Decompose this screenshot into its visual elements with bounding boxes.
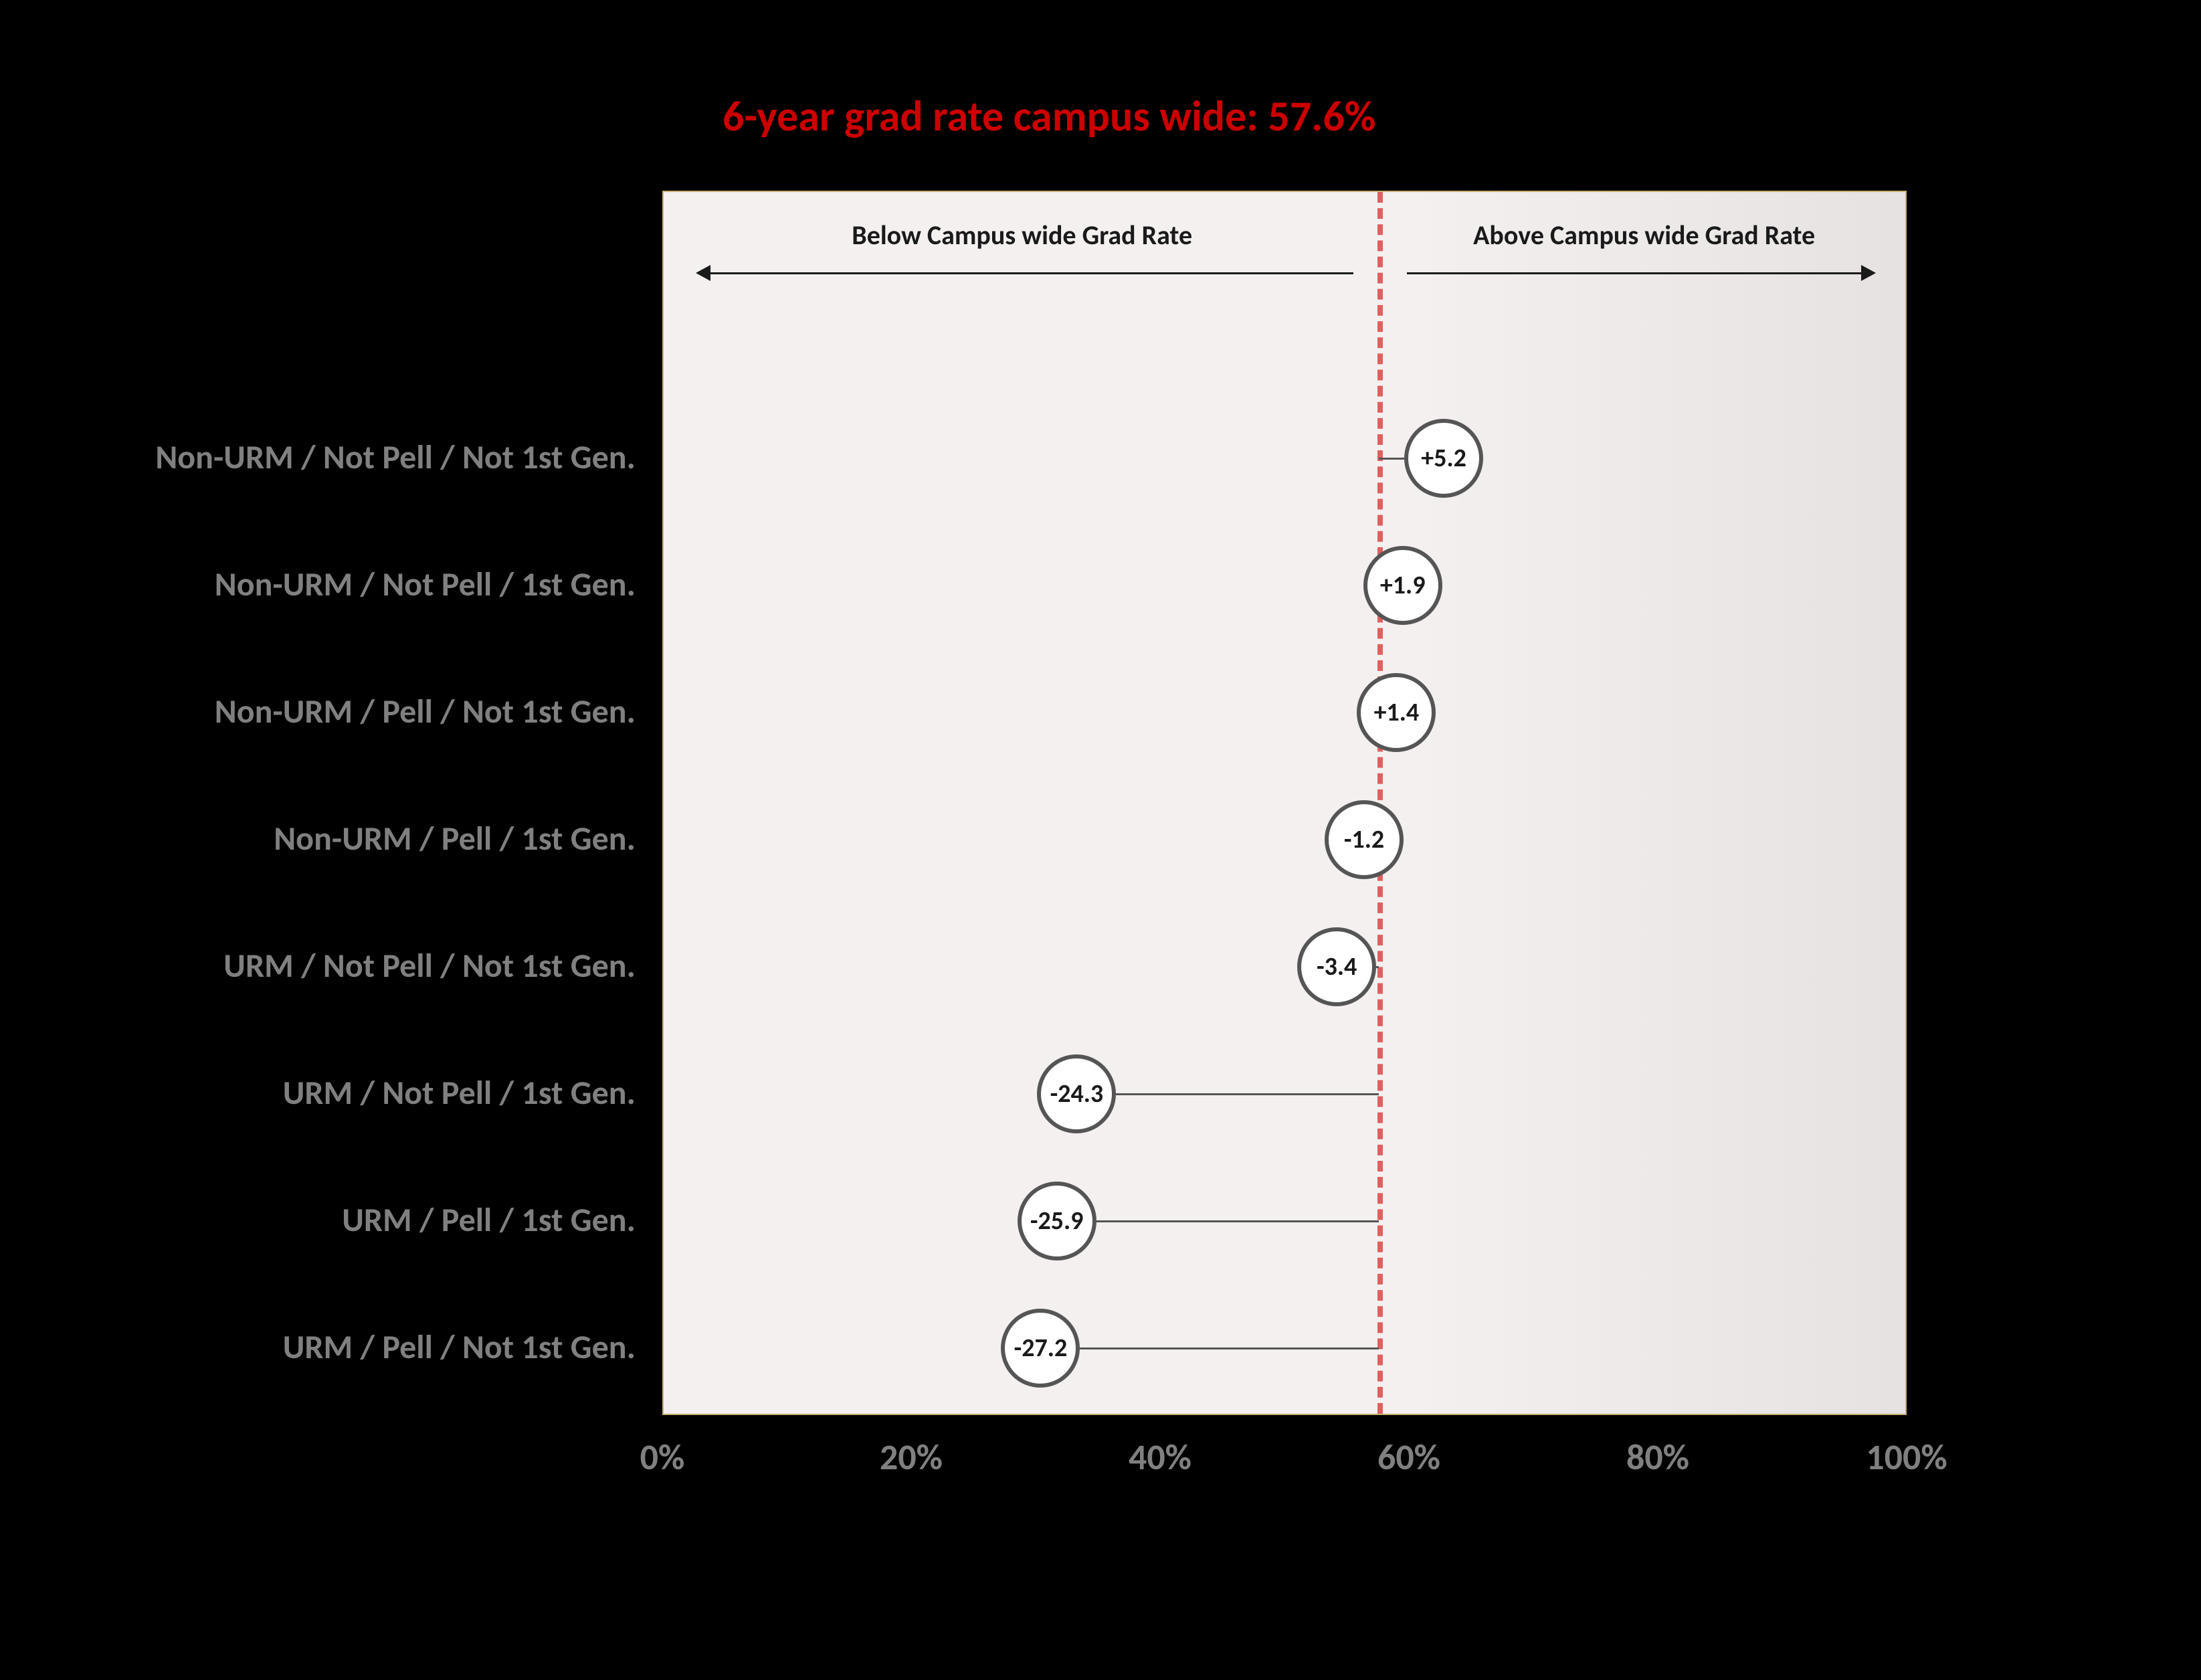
arrow-below-line <box>710 272 1353 274</box>
x-tick: 20% <box>880 1435 943 1479</box>
data-marker-value: -1.2 <box>1344 824 1384 855</box>
data-marker-value: +1.4 <box>1374 697 1420 728</box>
x-tick: 60% <box>1377 1435 1440 1479</box>
data-marker-value: -25.9 <box>1030 1206 1084 1236</box>
data-marker: +1.9 <box>1363 546 1442 625</box>
x-tick: 100% <box>1866 1435 1947 1479</box>
header-above: Above Campus wide Grad Rate <box>1473 219 1815 252</box>
data-marker: -24.3 <box>1037 1054 1116 1133</box>
connector-line <box>1080 1347 1379 1349</box>
x-tick: 40% <box>1129 1435 1191 1479</box>
arrow-below-head-icon <box>696 265 710 281</box>
data-marker-value: +5.2 <box>1421 443 1466 474</box>
data-marker-value: -27.2 <box>1014 1333 1068 1364</box>
data-marker: -1.2 <box>1325 800 1404 879</box>
category-label: Non-URM / Not Pell / Not 1st Gen. <box>155 437 636 478</box>
x-tick: 80% <box>1626 1435 1689 1479</box>
x-tick: 0% <box>640 1435 685 1479</box>
data-marker-value: -3.4 <box>1317 951 1357 982</box>
category-label: URM / Pell / 1st Gen. <box>342 1200 636 1240</box>
chart-stage: 6-year grad rate campus wide: 57.6% Belo… <box>0 0 2201 1680</box>
connector-line <box>1096 1220 1379 1222</box>
category-label: Non-URM / Not Pell / 1st Gen. <box>215 564 636 605</box>
connector-line <box>1379 458 1404 460</box>
data-marker-value: +1.9 <box>1380 570 1426 601</box>
chart-title: 6-year grad rate campus wide: 57.6% <box>723 90 1375 143</box>
header-below: Below Campus wide Grad Rate <box>852 219 1192 252</box>
plot-area: Below Campus wide Grad Rate Above Campus… <box>662 191 1907 1415</box>
connector-line <box>1116 1093 1379 1095</box>
category-label: URM / Pell / Not 1st Gen. <box>283 1327 636 1368</box>
arrow-above-line <box>1407 272 1861 274</box>
data-marker: +1.4 <box>1357 673 1436 752</box>
connector-line <box>1376 966 1379 968</box>
data-marker-value: -24.3 <box>1050 1079 1104 1109</box>
data-marker: +5.2 <box>1404 419 1483 498</box>
category-label: URM / Not Pell / 1st Gen. <box>283 1072 636 1113</box>
category-label: Non-URM / Pell / 1st Gen. <box>274 818 636 859</box>
data-marker: -3.4 <box>1297 927 1376 1006</box>
category-label: Non-URM / Pell / Not 1st Gen. <box>215 691 636 732</box>
data-marker: -27.2 <box>1001 1309 1080 1388</box>
arrow-above-head-icon <box>1861 265 1876 281</box>
data-marker: -25.9 <box>1018 1182 1096 1261</box>
category-label: URM / Not Pell / Not 1st Gen. <box>223 945 636 986</box>
